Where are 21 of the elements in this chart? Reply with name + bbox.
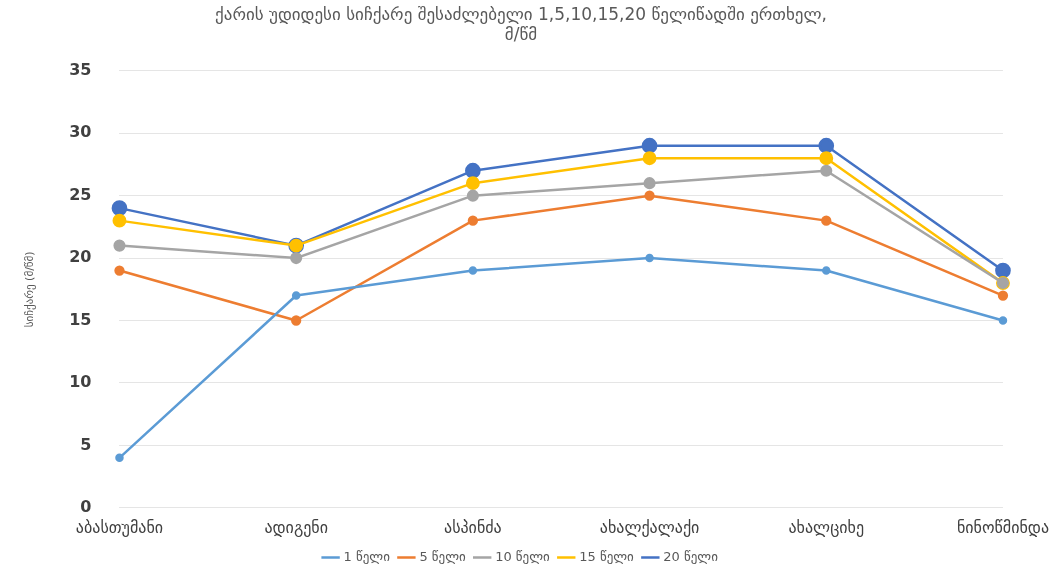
legend-label: 5 წელი: [419, 548, 466, 564]
legend-label: 1 წელი: [343, 548, 391, 564]
x-tick-label: აბასთუმანი: [75, 517, 164, 537]
y-tick-label: 20: [69, 247, 92, 267]
y-tick-label: 30: [69, 122, 92, 142]
y-tick-label: 25: [69, 184, 92, 204]
y-tick-label: 35: [69, 59, 92, 79]
x-tick-label: ახალციხე: [788, 517, 865, 537]
legend-label: 20 წელი: [663, 548, 719, 564]
x-tick-label: ასპინძა: [444, 517, 502, 537]
y-tick-label: 15: [69, 309, 92, 329]
legend-label: 10 წელი: [495, 548, 551, 564]
chart-title: ქარის უდიდესი სიჩქარე შესაძლებელი 1,5,10,15,20 წელიწადში ერთხელ, მ/წმ: [215, 3, 827, 45]
y-axis-title: სიჩქარე (მ/წმ): [23, 251, 37, 328]
legend-label: 15 წელი: [579, 548, 635, 564]
y-tick-label: 10: [69, 372, 92, 392]
y-tick-label: 5: [80, 434, 92, 454]
y-tick-label: 0: [80, 496, 92, 516]
x-tick-label: ნინოწმინდა: [956, 517, 1049, 537]
x-tick-label: ადიგენი: [264, 517, 328, 537]
x-tick-label: ახალქალაქი: [599, 517, 700, 537]
